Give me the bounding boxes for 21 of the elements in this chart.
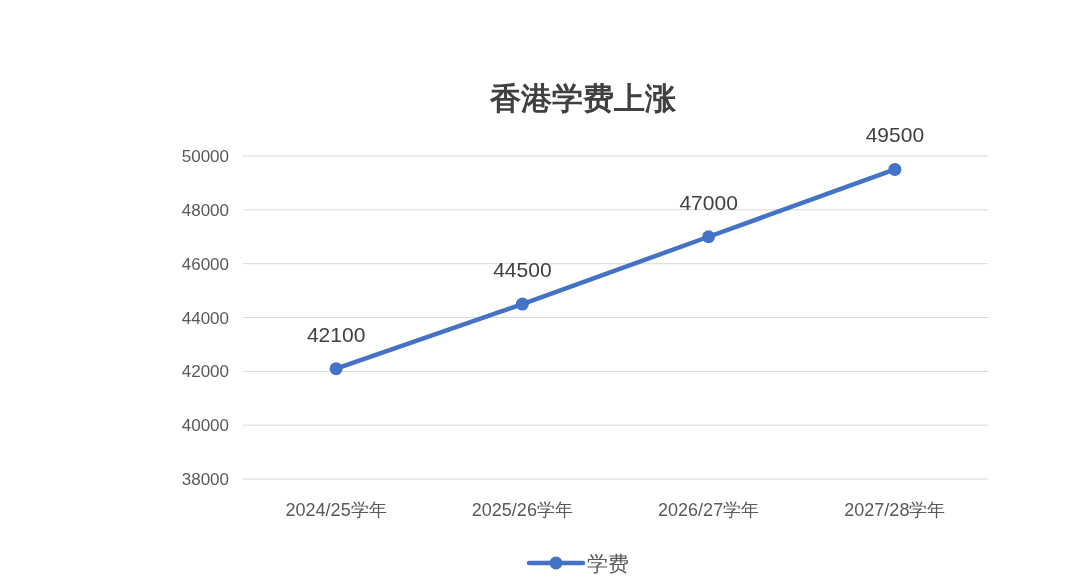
point: [329, 362, 343, 376]
x-tick-label: 2027/28学年: [844, 500, 946, 520]
x-tick-label: 2025/26学年: [471, 500, 573, 520]
y-tick-label: 48000: [181, 200, 229, 220]
chart-title: 香港学费上涨: [488, 81, 677, 116]
y-tick-label: 38000: [181, 470, 229, 489]
data-label: 44500: [493, 258, 552, 282]
legend-label: 学费: [587, 552, 629, 575]
y-tick-label: 42000: [181, 362, 229, 382]
data-label: 49500: [865, 123, 925, 147]
point: [515, 297, 529, 311]
y-tick-label: 40000: [181, 416, 229, 436]
point: [702, 230, 716, 244]
y-tick-label: 44000: [181, 308, 229, 328]
x-tick-label: 2024/25学年: [285, 500, 387, 520]
data-label: 42100: [306, 322, 366, 346]
point: [888, 162, 902, 176]
x-tick-label: 2026/27学年: [658, 500, 760, 520]
data-label: 47000: [679, 190, 738, 214]
y-tick-label: 46000: [181, 254, 229, 274]
y-tick-label: 50000: [181, 147, 229, 166]
